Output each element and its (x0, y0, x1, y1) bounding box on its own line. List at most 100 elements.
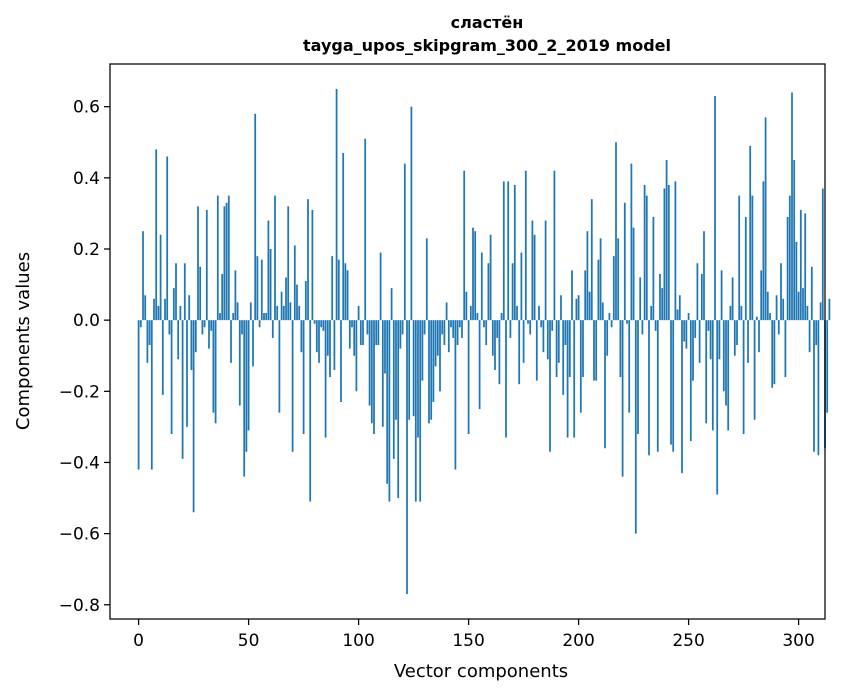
bar (632, 227, 635, 321)
bar (177, 320, 180, 360)
bar (725, 320, 727, 406)
bar (637, 320, 639, 434)
bar (172, 288, 175, 321)
bar (599, 238, 602, 321)
bar (443, 320, 446, 346)
bar (804, 213, 807, 321)
bar (797, 291, 800, 321)
bar (329, 320, 331, 378)
bar (485, 320, 488, 346)
bar (694, 320, 697, 338)
x-axis-label: Vector components (394, 661, 568, 682)
bar (681, 320, 683, 474)
bar (324, 320, 327, 438)
bar (744, 216, 747, 321)
bar (665, 160, 668, 321)
bar (766, 291, 769, 321)
bar (553, 170, 556, 321)
bar (463, 170, 466, 321)
bar (722, 320, 725, 392)
bar (551, 320, 554, 331)
bar (502, 181, 505, 321)
bar (535, 320, 538, 381)
bar (487, 263, 490, 321)
bar (566, 320, 569, 438)
bar (447, 320, 450, 353)
bar (388, 320, 391, 502)
bar (711, 320, 714, 431)
bar (181, 320, 184, 459)
bar (342, 152, 345, 321)
bar (137, 320, 140, 470)
bar (238, 320, 241, 406)
bar (351, 320, 353, 328)
bar (148, 320, 151, 346)
bar (683, 320, 686, 342)
bar (755, 316, 758, 321)
bar (709, 320, 712, 360)
bar (718, 320, 721, 360)
bar (648, 320, 650, 456)
bar (384, 320, 386, 374)
bar (212, 320, 215, 413)
bar (425, 238, 428, 321)
bar (659, 273, 661, 321)
bar (522, 320, 525, 363)
bar (524, 170, 527, 321)
bar (555, 320, 558, 378)
bar (762, 181, 765, 321)
bar (496, 320, 499, 338)
bar (243, 320, 246, 477)
bar (395, 320, 397, 420)
bar (740, 305, 743, 321)
bar (540, 320, 543, 328)
bar (322, 320, 325, 331)
bar (738, 195, 741, 321)
bar (247, 320, 250, 431)
bar (368, 320, 371, 406)
bar (476, 313, 479, 321)
bar (276, 305, 279, 321)
bar (280, 291, 283, 321)
bar (749, 145, 752, 321)
bar (531, 220, 534, 321)
bar (641, 320, 644, 335)
bar (516, 305, 518, 321)
bar (219, 313, 221, 321)
bar (808, 320, 811, 353)
bar (716, 320, 719, 495)
bar (282, 305, 285, 321)
bar (568, 320, 571, 378)
bar (348, 320, 351, 349)
bar (478, 320, 481, 410)
x-tick-label: 250 (672, 631, 704, 651)
y-tick-label: 0.0 (73, 311, 100, 331)
bar (546, 320, 549, 360)
y-axis-label: Components values (13, 252, 34, 430)
y-tick-label: 0.6 (73, 98, 100, 118)
bar (480, 252, 483, 321)
bar (139, 320, 142, 328)
bar (267, 220, 270, 321)
bar (256, 256, 259, 321)
bar (795, 241, 798, 321)
bar (775, 295, 778, 321)
bar (606, 320, 609, 356)
bar (150, 320, 153, 470)
bar (461, 320, 463, 338)
bar (806, 305, 809, 321)
bar (573, 320, 576, 438)
bar (513, 184, 516, 321)
bar (771, 320, 774, 388)
bar (157, 305, 160, 321)
bar (278, 320, 281, 413)
bar (597, 259, 600, 321)
bar (406, 320, 408, 595)
bar (377, 320, 380, 346)
bar (287, 206, 290, 321)
bar (520, 252, 523, 321)
bar (452, 320, 455, 338)
bar (639, 277, 642, 321)
bar (170, 320, 173, 434)
bar (335, 88, 338, 321)
